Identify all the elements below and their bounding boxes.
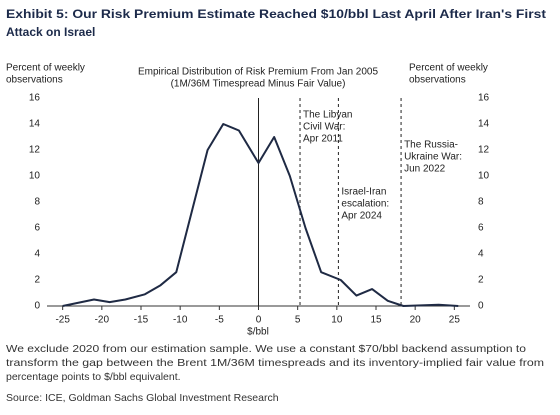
- x-tick-label: -15: [134, 315, 149, 326]
- x-tick-label: -20: [95, 315, 110, 326]
- y2-axis-label: observations: [409, 75, 466, 86]
- x-tick-label: 25: [449, 315, 461, 326]
- annotation-text: Ukraine War:: [404, 152, 462, 163]
- x-tick-label: 5: [295, 315, 301, 326]
- x-tick-label: -10: [173, 315, 188, 326]
- data-line: [62, 123, 459, 307]
- y-tick-label: 0: [34, 301, 40, 312]
- y2-tick-label: 6: [478, 223, 484, 234]
- y2-tick-label: 14: [478, 119, 490, 130]
- chart-subtitle: Empirical Distribution of Risk Premium F…: [138, 67, 379, 78]
- y2-tick-label: 4: [478, 249, 484, 260]
- annotation-text: The Libyan: [303, 110, 352, 121]
- annotation-text: Jun 2022: [404, 164, 446, 175]
- y2-axis-label: Percent of weekly: [409, 63, 488, 74]
- annotation-text: Civil War:: [303, 122, 345, 133]
- y-tick-label: 2: [34, 275, 40, 286]
- annotation-text: Apr 2024: [341, 211, 382, 222]
- x-axis-label: $/bbl: [247, 327, 269, 338]
- y-tick-label: 14: [29, 119, 41, 130]
- y2-tick-label: 16: [478, 93, 490, 104]
- annotation-text: Israel-Iran: [341, 187, 386, 198]
- y-tick-label: 16: [29, 93, 41, 104]
- x-tick-label: -25: [55, 315, 70, 326]
- x-tick-label: 10: [331, 315, 343, 326]
- x-tick-label: 20: [410, 315, 422, 326]
- chart-subtitle: (1M/36M Timespread Minus Fair Value): [171, 79, 346, 90]
- y-tick-label: 6: [34, 223, 40, 234]
- chart-title: Exhibit 5: Our Risk Premium Estimate Rea…: [6, 7, 546, 21]
- y2-tick-label: 10: [478, 171, 490, 182]
- y-tick-label: 8: [34, 197, 40, 208]
- footnote: transform the gap between the Brent 1M/3…: [6, 357, 544, 369]
- y-tick-label: 10: [29, 171, 41, 182]
- y-axis-label: Percent of weekly: [6, 63, 85, 74]
- y2-tick-label: 8: [478, 197, 484, 208]
- footnote: percentage points to $/bbl equivalent.: [6, 371, 181, 383]
- chart-title: Attack on Israel: [6, 25, 95, 39]
- y-tick-label: 12: [29, 145, 41, 156]
- x-tick-label: 0: [256, 315, 262, 326]
- y2-tick-label: 2: [478, 275, 484, 286]
- y-axis-label: observations: [6, 75, 63, 86]
- annotation-text: escalation:: [341, 199, 389, 210]
- source: Source: ICE, Goldman Sachs Global Invest…: [6, 392, 279, 404]
- y2-tick-label: 12: [478, 145, 490, 156]
- footnote: We exclude 2020 from our estimation samp…: [6, 343, 526, 355]
- y-tick-label: 4: [34, 249, 40, 260]
- x-tick-label: 15: [370, 315, 382, 326]
- x-tick-label: -5: [215, 315, 224, 326]
- annotation-text: Apr 2011: [303, 134, 343, 145]
- y2-tick-label: 0: [478, 301, 484, 312]
- annotation-text: The Russia-: [404, 140, 458, 151]
